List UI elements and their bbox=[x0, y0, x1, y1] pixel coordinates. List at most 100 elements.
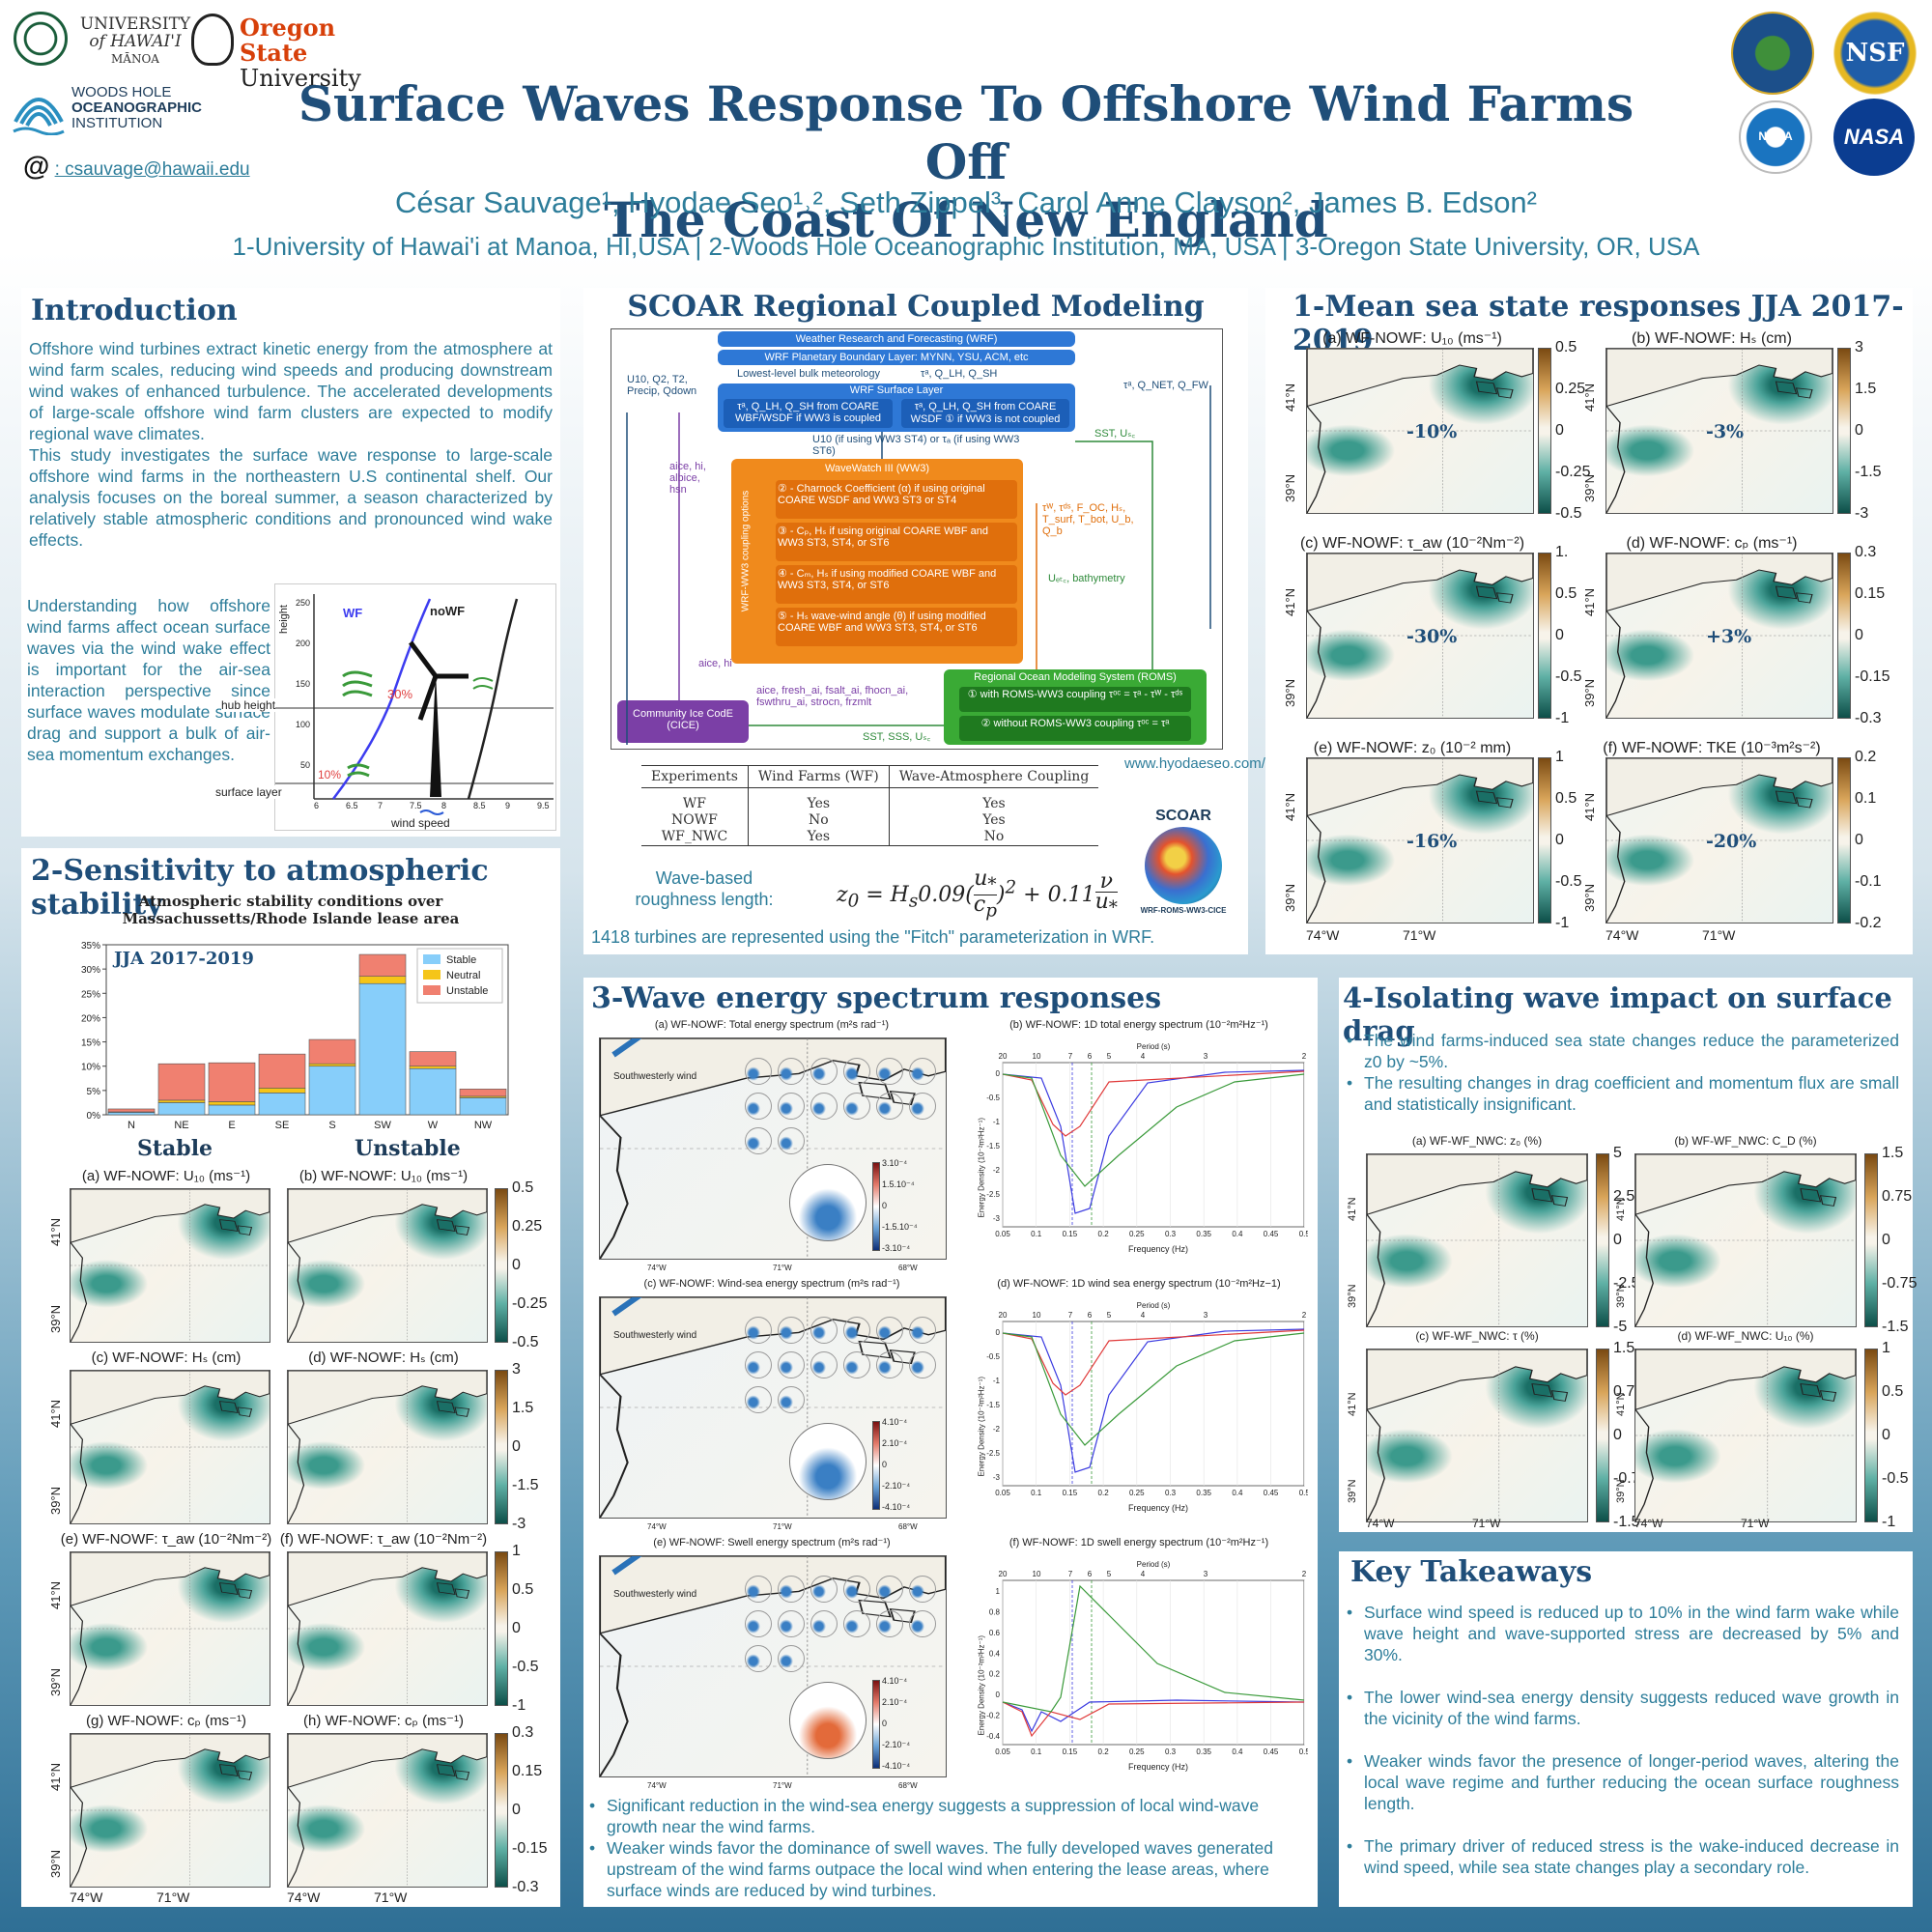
nsf-logo: NSF bbox=[1833, 12, 1917, 95]
poster-title: Surface Waves Response To Offshore Wind … bbox=[290, 75, 1642, 249]
takeaway-item: Weaker winds favor the presence of longe… bbox=[1347, 1750, 1899, 1814]
spectrum-ytick: 0.4 bbox=[989, 1649, 1001, 1658]
diagram-xtick: 6.5 bbox=[346, 801, 358, 810]
sec2-colorbar-tick: 1 bbox=[512, 1543, 521, 1559]
chart-bar-unstable bbox=[107, 1108, 156, 1113]
chart-bar-stable bbox=[459, 1097, 507, 1116]
title-line1: Surface Waves Response To Offshore Wind … bbox=[298, 75, 1634, 190]
legend-label: Neutral bbox=[446, 970, 480, 981]
spectrum-ptick: 20 bbox=[999, 1311, 1008, 1320]
spectrum-map: Southwesterly wind 4.10⁻⁴ 2.10⁻⁴ 0 -2.10⁻⁴ -4… bbox=[599, 1296, 947, 1519]
spectrum-cbar-tick: -4.10⁻⁴ bbox=[882, 1502, 911, 1512]
spectrum-xtick: 0.25 bbox=[1129, 1230, 1145, 1238]
roughness-equation: z0 = Hs0.09(u* cp)2 + 0.11 ν u* bbox=[837, 867, 1118, 922]
sec4-colorbar-tick: 1 bbox=[1882, 1340, 1890, 1356]
sec4-map bbox=[1366, 1349, 1588, 1522]
period-label: Period (s) bbox=[1137, 1042, 1171, 1051]
lat-label: 39°N bbox=[1582, 473, 1597, 502]
intro-p2: This study investigates the surface wave… bbox=[29, 445, 553, 550]
nasa-logo: NASA bbox=[1833, 99, 1915, 176]
table-cell: WF bbox=[682, 796, 707, 811]
sec1-map-caption: (d) WF-NOWF: cₚ (ms⁻¹) bbox=[1626, 535, 1798, 552]
scoar-title: SCOAR Regional Coupled Modeling bbox=[627, 290, 1205, 324]
spectrum-cbar-tick: 1.5.10⁻⁴ bbox=[882, 1179, 915, 1189]
chart-bar-stable bbox=[358, 982, 407, 1116]
sst-label: SST, Uₛ꜀ bbox=[1094, 428, 1136, 440]
sec4-colorbar bbox=[1596, 1153, 1609, 1327]
chart-bar-neutral bbox=[157, 1099, 206, 1103]
spectrum-ptick: 6 bbox=[1088, 1311, 1093, 1320]
spectrum-ptick: 2 bbox=[1302, 1570, 1307, 1578]
sec1-colorbar-tick: -1 bbox=[1555, 915, 1570, 931]
spectrum-line-blue bbox=[1002, 1328, 1305, 1473]
spectrum-line-chart: 0.05 0.1 0.15 0.2 0.25 0.3 0.35 0.4 0.45 0.5 20 10 7… bbox=[978, 1298, 1311, 1513]
sec1-map-caption: (f) WF-NOWF: TKE (10⁻³m²s⁻²) bbox=[1603, 740, 1821, 756]
sec4-map-caption: (b) WF-WF_NWC: C_D (%) bbox=[1674, 1134, 1817, 1148]
spectrum-ytick: -0.5 bbox=[986, 1094, 1000, 1102]
sec2-map-caption: (e) WF-NOWF: τ_aw (10⁻²Nm⁻²) bbox=[60, 1531, 272, 1548]
spectrum-map-caption: (c) WF-NOWF: Wind-sea energy spectrum (m… bbox=[643, 1278, 900, 1290]
sec2-colorbar-tick: 3 bbox=[512, 1361, 521, 1378]
sec2-map-caption: (c) WF-NOWF: Hₛ (cm) bbox=[91, 1350, 242, 1366]
sec2-map bbox=[287, 1188, 488, 1343]
compass-rose bbox=[789, 1164, 867, 1241]
lat-label: 41°N bbox=[1283, 383, 1297, 412]
spectrum-rose bbox=[909, 1317, 936, 1344]
diagram-xtick: 6 bbox=[314, 801, 320, 810]
sec1-title: 1-Mean sea state responses JJA 2017-2019 bbox=[1293, 290, 1904, 357]
spectrum-lon: 71°W bbox=[773, 1781, 792, 1790]
whoi-line3: INSTITUTION bbox=[71, 115, 163, 131]
unstable-heading: Unstable bbox=[355, 1136, 461, 1161]
diagram-hub-label: hub height bbox=[221, 698, 276, 712]
legend-label: Unstable bbox=[446, 985, 488, 997]
sec2-subtitle2: Massachussetts/Rhode Islande lease area bbox=[122, 910, 460, 927]
spectrum-map: Southwesterly wind 3.10⁻⁴ 1.5.10⁻⁴ 0 -1.5.10… bbox=[599, 1037, 947, 1260]
scoar-url[interactable]: www.hyodaeseo.com/scoar/ bbox=[1124, 755, 1305, 772]
spectrum-xtick: 0.5 bbox=[1299, 1230, 1308, 1238]
spectrum-ytick: -2 bbox=[993, 1166, 1001, 1175]
spectrum-xtick: 0.05 bbox=[995, 1747, 1010, 1756]
spectrum-ptick: 7 bbox=[1068, 1311, 1073, 1320]
spectrum-xtick: 0.25 bbox=[1129, 1489, 1145, 1497]
table-cell: NOWF bbox=[671, 812, 718, 828]
spectrum-xtick: 0.4 bbox=[1232, 1747, 1243, 1756]
sec1-colorbar-tick: -0.15 bbox=[1855, 668, 1890, 685]
email-link[interactable]: : csauvage@hawaii.edu bbox=[54, 159, 250, 180]
lat-label: 39°N bbox=[1582, 883, 1597, 912]
wave-vars: τᵂ, τᵈˢ, F_OC, Hₛ, T_surf, T_bot, U_b, Q… bbox=[1042, 502, 1134, 537]
takeaway-item: Surface wind speed is reduced up to 10% … bbox=[1347, 1602, 1899, 1665]
spectrum-cbar-tick: -3.10⁻⁴ bbox=[882, 1243, 911, 1253]
spectrum-xtick: 0.45 bbox=[1264, 1747, 1279, 1756]
sec1-colorbar-tick: 0.3 bbox=[1855, 544, 1877, 560]
spectrum-rose bbox=[843, 1058, 870, 1085]
lon-label: 74°W bbox=[1366, 1517, 1395, 1530]
spectrum-ptick: 4 bbox=[1141, 1311, 1146, 1320]
spectrum-ptick: 2 bbox=[1302, 1052, 1307, 1061]
sec4-map bbox=[1634, 1349, 1857, 1522]
bottom-vars: SST, SSS, Uₛ꜀ bbox=[863, 731, 931, 743]
takeaway-item: The primary driver of reduced stress is … bbox=[1347, 1835, 1899, 1878]
lat-label: 39°N bbox=[1347, 1284, 1358, 1308]
table-cell: WF_NWC bbox=[661, 829, 728, 844]
spectrum-cbar-tick: -2.10⁻⁴ bbox=[882, 1481, 911, 1491]
chart-title: JJA 2017-2019 bbox=[112, 949, 254, 969]
table-cell: Yes bbox=[888, 787, 1099, 812]
roms-box: Regional Ocean Modeling System (ROMS) ① … bbox=[944, 669, 1207, 745]
sec2-colorbar-tick: 0 bbox=[512, 1620, 521, 1636]
intro-p3: Understanding how offshore wind farms af… bbox=[27, 596, 270, 764]
ww3-box: WaveWatch III (WW3) WRF-WW3 coupling opt… bbox=[731, 459, 1023, 664]
sec4-colorbar-tick: -0.5 bbox=[1882, 1470, 1909, 1487]
spectrum-xtick: 0.3 bbox=[1165, 1489, 1177, 1497]
sec2-subtitle1: Atmospheric stability conditions over bbox=[138, 893, 443, 910]
spectrum-ytick: 0 bbox=[996, 1690, 1001, 1699]
spectrum-line-red bbox=[1002, 1329, 1305, 1396]
spectrum-ytick: -1 bbox=[993, 1377, 1001, 1385]
sec1-map: -3% bbox=[1605, 348, 1833, 514]
sec1-colorbar-tick: 0.5 bbox=[1555, 790, 1577, 807]
spectrum-xtick: 0.45 bbox=[1264, 1489, 1279, 1497]
uh-line3: MĀNOA bbox=[111, 52, 159, 66]
sec4-colorbar-tick: -1.5 bbox=[1882, 1319, 1909, 1335]
diagram-pct30: 30% bbox=[387, 687, 413, 701]
spectrum-xtick: 0.05 bbox=[995, 1230, 1010, 1238]
spectrum-ptick: 5 bbox=[1107, 1570, 1112, 1578]
